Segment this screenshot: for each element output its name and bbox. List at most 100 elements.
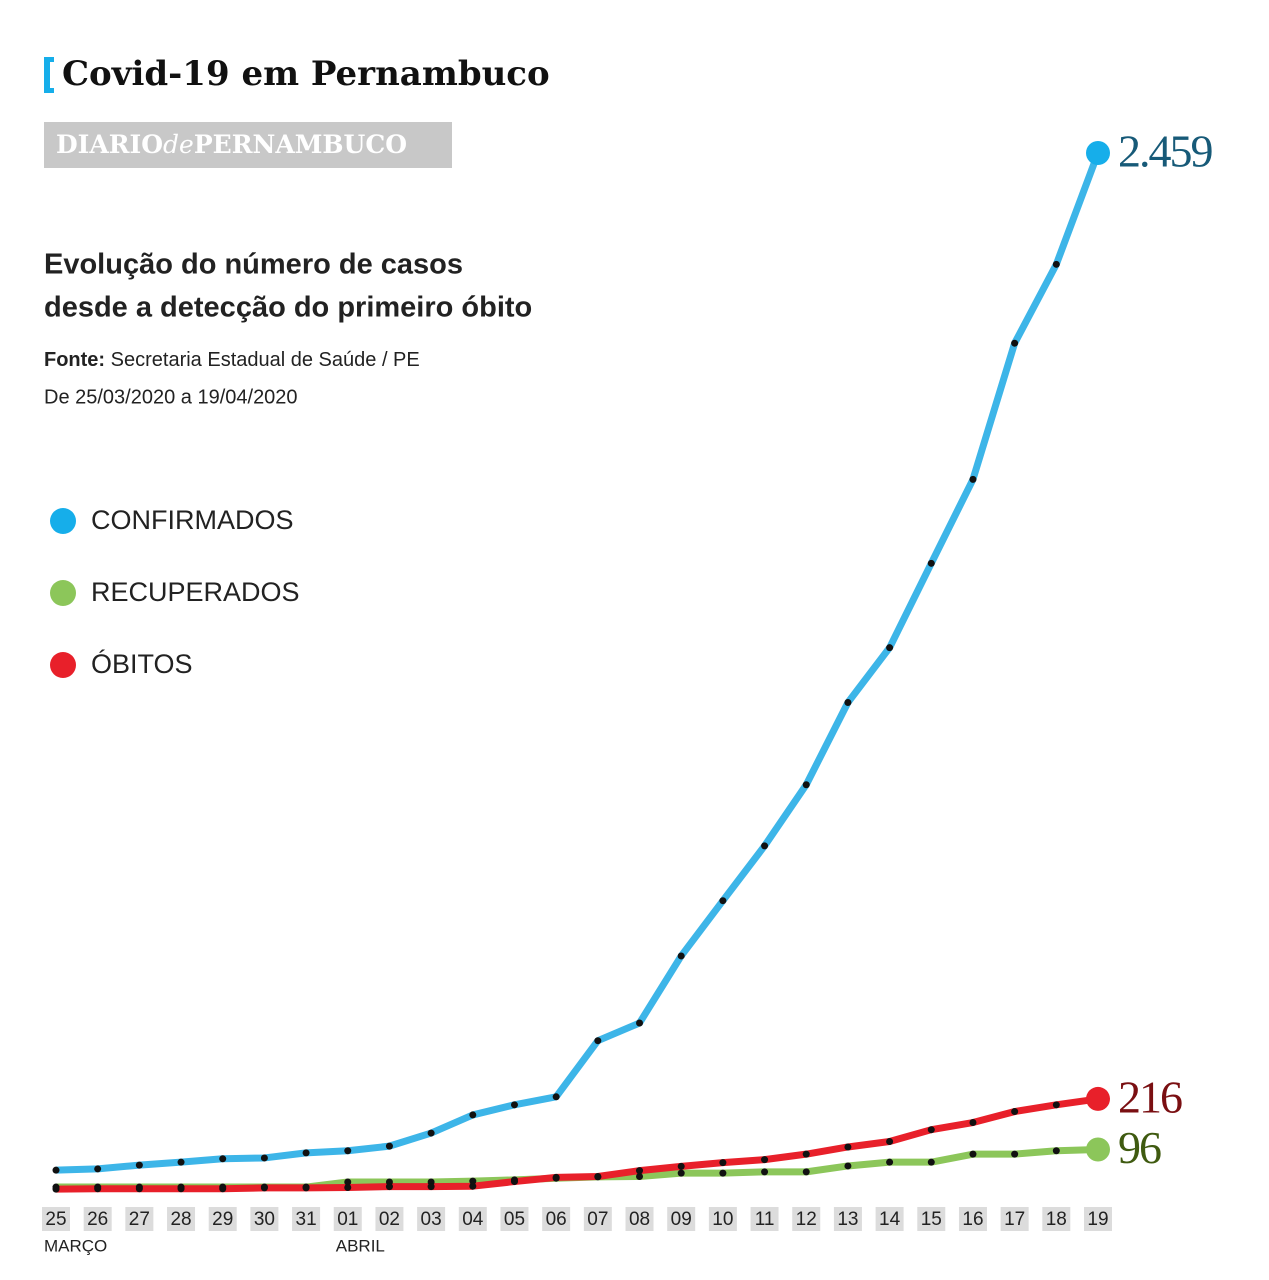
legend-label: CONFIRMADOS [91, 505, 294, 535]
source-text: Secretaria Estadual de Saúde / PE [111, 349, 420, 371]
point [344, 1147, 352, 1155]
x-tick-box [292, 1207, 321, 1231]
series-line [55, 151, 1102, 1174]
point [510, 1101, 518, 1109]
point [52, 1185, 60, 1193]
point [135, 1185, 143, 1193]
point [761, 1156, 769, 1164]
x-tick-label: 02 [379, 1209, 400, 1230]
x-tick-box [333, 1207, 362, 1231]
x-tick-label: 26 [87, 1209, 108, 1230]
page-title: Covid-19 em Pernambuco [62, 54, 550, 94]
point [385, 1183, 393, 1191]
point [886, 644, 894, 652]
point [1011, 1150, 1019, 1158]
legend-swatch [50, 508, 76, 534]
x-tick-box [42, 1207, 70, 1231]
point [969, 475, 977, 483]
x-tick-box [958, 1207, 987, 1231]
point [135, 1161, 143, 1169]
point [886, 1158, 894, 1166]
x-tick-box [167, 1207, 196, 1231]
value-label: 216 [1118, 1071, 1182, 1122]
point [260, 1184, 268, 1192]
series-line [56, 1146, 1099, 1191]
x-tick-box [417, 1207, 446, 1231]
source-label: Fonte: [44, 349, 105, 371]
point [1052, 1101, 1060, 1109]
title-bracket [44, 57, 50, 93]
x-tick-box [208, 1207, 237, 1231]
x-tick-box [1042, 1207, 1071, 1231]
x-tick-label: 15 [921, 1209, 942, 1230]
x-tick-label: 08 [629, 1209, 650, 1230]
point [844, 1143, 852, 1151]
x-tick-label: 30 [254, 1209, 275, 1230]
period: De 25/03/2020 a 19/04/2020 [44, 386, 298, 408]
point [677, 1162, 685, 1170]
x-tick-box [667, 1207, 696, 1231]
series-line [55, 1095, 1099, 1193]
point [1052, 260, 1060, 268]
brand: DIARIOdePERNAMBUCO [56, 130, 407, 159]
point [302, 1149, 310, 1157]
point [719, 1159, 727, 1167]
point [636, 1167, 644, 1175]
end-point [1086, 141, 1110, 165]
point [1052, 1147, 1060, 1155]
x-tick-box [542, 1207, 571, 1231]
point [927, 1158, 935, 1166]
point [302, 1184, 310, 1192]
x-tick-label: 04 [462, 1209, 484, 1230]
x-tick-label: 12 [796, 1209, 817, 1230]
point [844, 698, 852, 706]
legend-label: ÓBITOS [91, 648, 193, 679]
point [761, 1168, 769, 1176]
chart-title: desde a detecção do primeiro óbito [44, 292, 532, 324]
x-tick-box [625, 1207, 654, 1231]
point [844, 1162, 852, 1170]
end-point [1086, 1086, 1110, 1111]
x-tick-box [500, 1207, 529, 1231]
x-tick-label: 28 [170, 1209, 191, 1230]
x-tick-box [83, 1207, 112, 1231]
legend-label: RECUPERADOS [91, 577, 300, 607]
point [427, 1129, 435, 1137]
x-tick-label: 17 [1004, 1209, 1025, 1230]
point [427, 1183, 435, 1191]
x-tick-label: 29 [212, 1209, 233, 1230]
x-tick-box [1084, 1207, 1112, 1231]
x-tick-box [583, 1207, 612, 1231]
x-tick-box [917, 1207, 946, 1231]
point [385, 1142, 393, 1150]
point [94, 1185, 102, 1193]
x-tick-label: 19 [1087, 1209, 1108, 1230]
x-tick-label: 14 [879, 1209, 901, 1230]
point [260, 1154, 268, 1162]
point [594, 1037, 602, 1045]
point [469, 1111, 477, 1119]
month-label: MARÇO [44, 1236, 107, 1255]
x-tick-label: 11 [755, 1209, 775, 1230]
point [344, 1178, 352, 1186]
point [552, 1173, 560, 1181]
point [677, 1169, 685, 1177]
point [1011, 1108, 1019, 1116]
x-tick-box [792, 1207, 821, 1231]
x-tick-label: 01 [337, 1209, 358, 1230]
point [94, 1165, 102, 1173]
point [927, 559, 935, 567]
x-tick-label: 03 [421, 1209, 442, 1230]
brand-part: PERNAMBUCO [194, 130, 407, 159]
x-tick-box [458, 1207, 487, 1231]
x-tick-label: 31 [296, 1209, 317, 1230]
point [719, 897, 727, 905]
point [969, 1150, 977, 1158]
point [219, 1185, 227, 1193]
x-tick-label: 10 [712, 1209, 733, 1230]
x-tick-box [250, 1207, 279, 1231]
x-tick-label: 06 [546, 1209, 567, 1230]
x-tick-label: 13 [837, 1209, 858, 1230]
point [177, 1158, 185, 1166]
brand-part: DIARIO [56, 130, 163, 159]
